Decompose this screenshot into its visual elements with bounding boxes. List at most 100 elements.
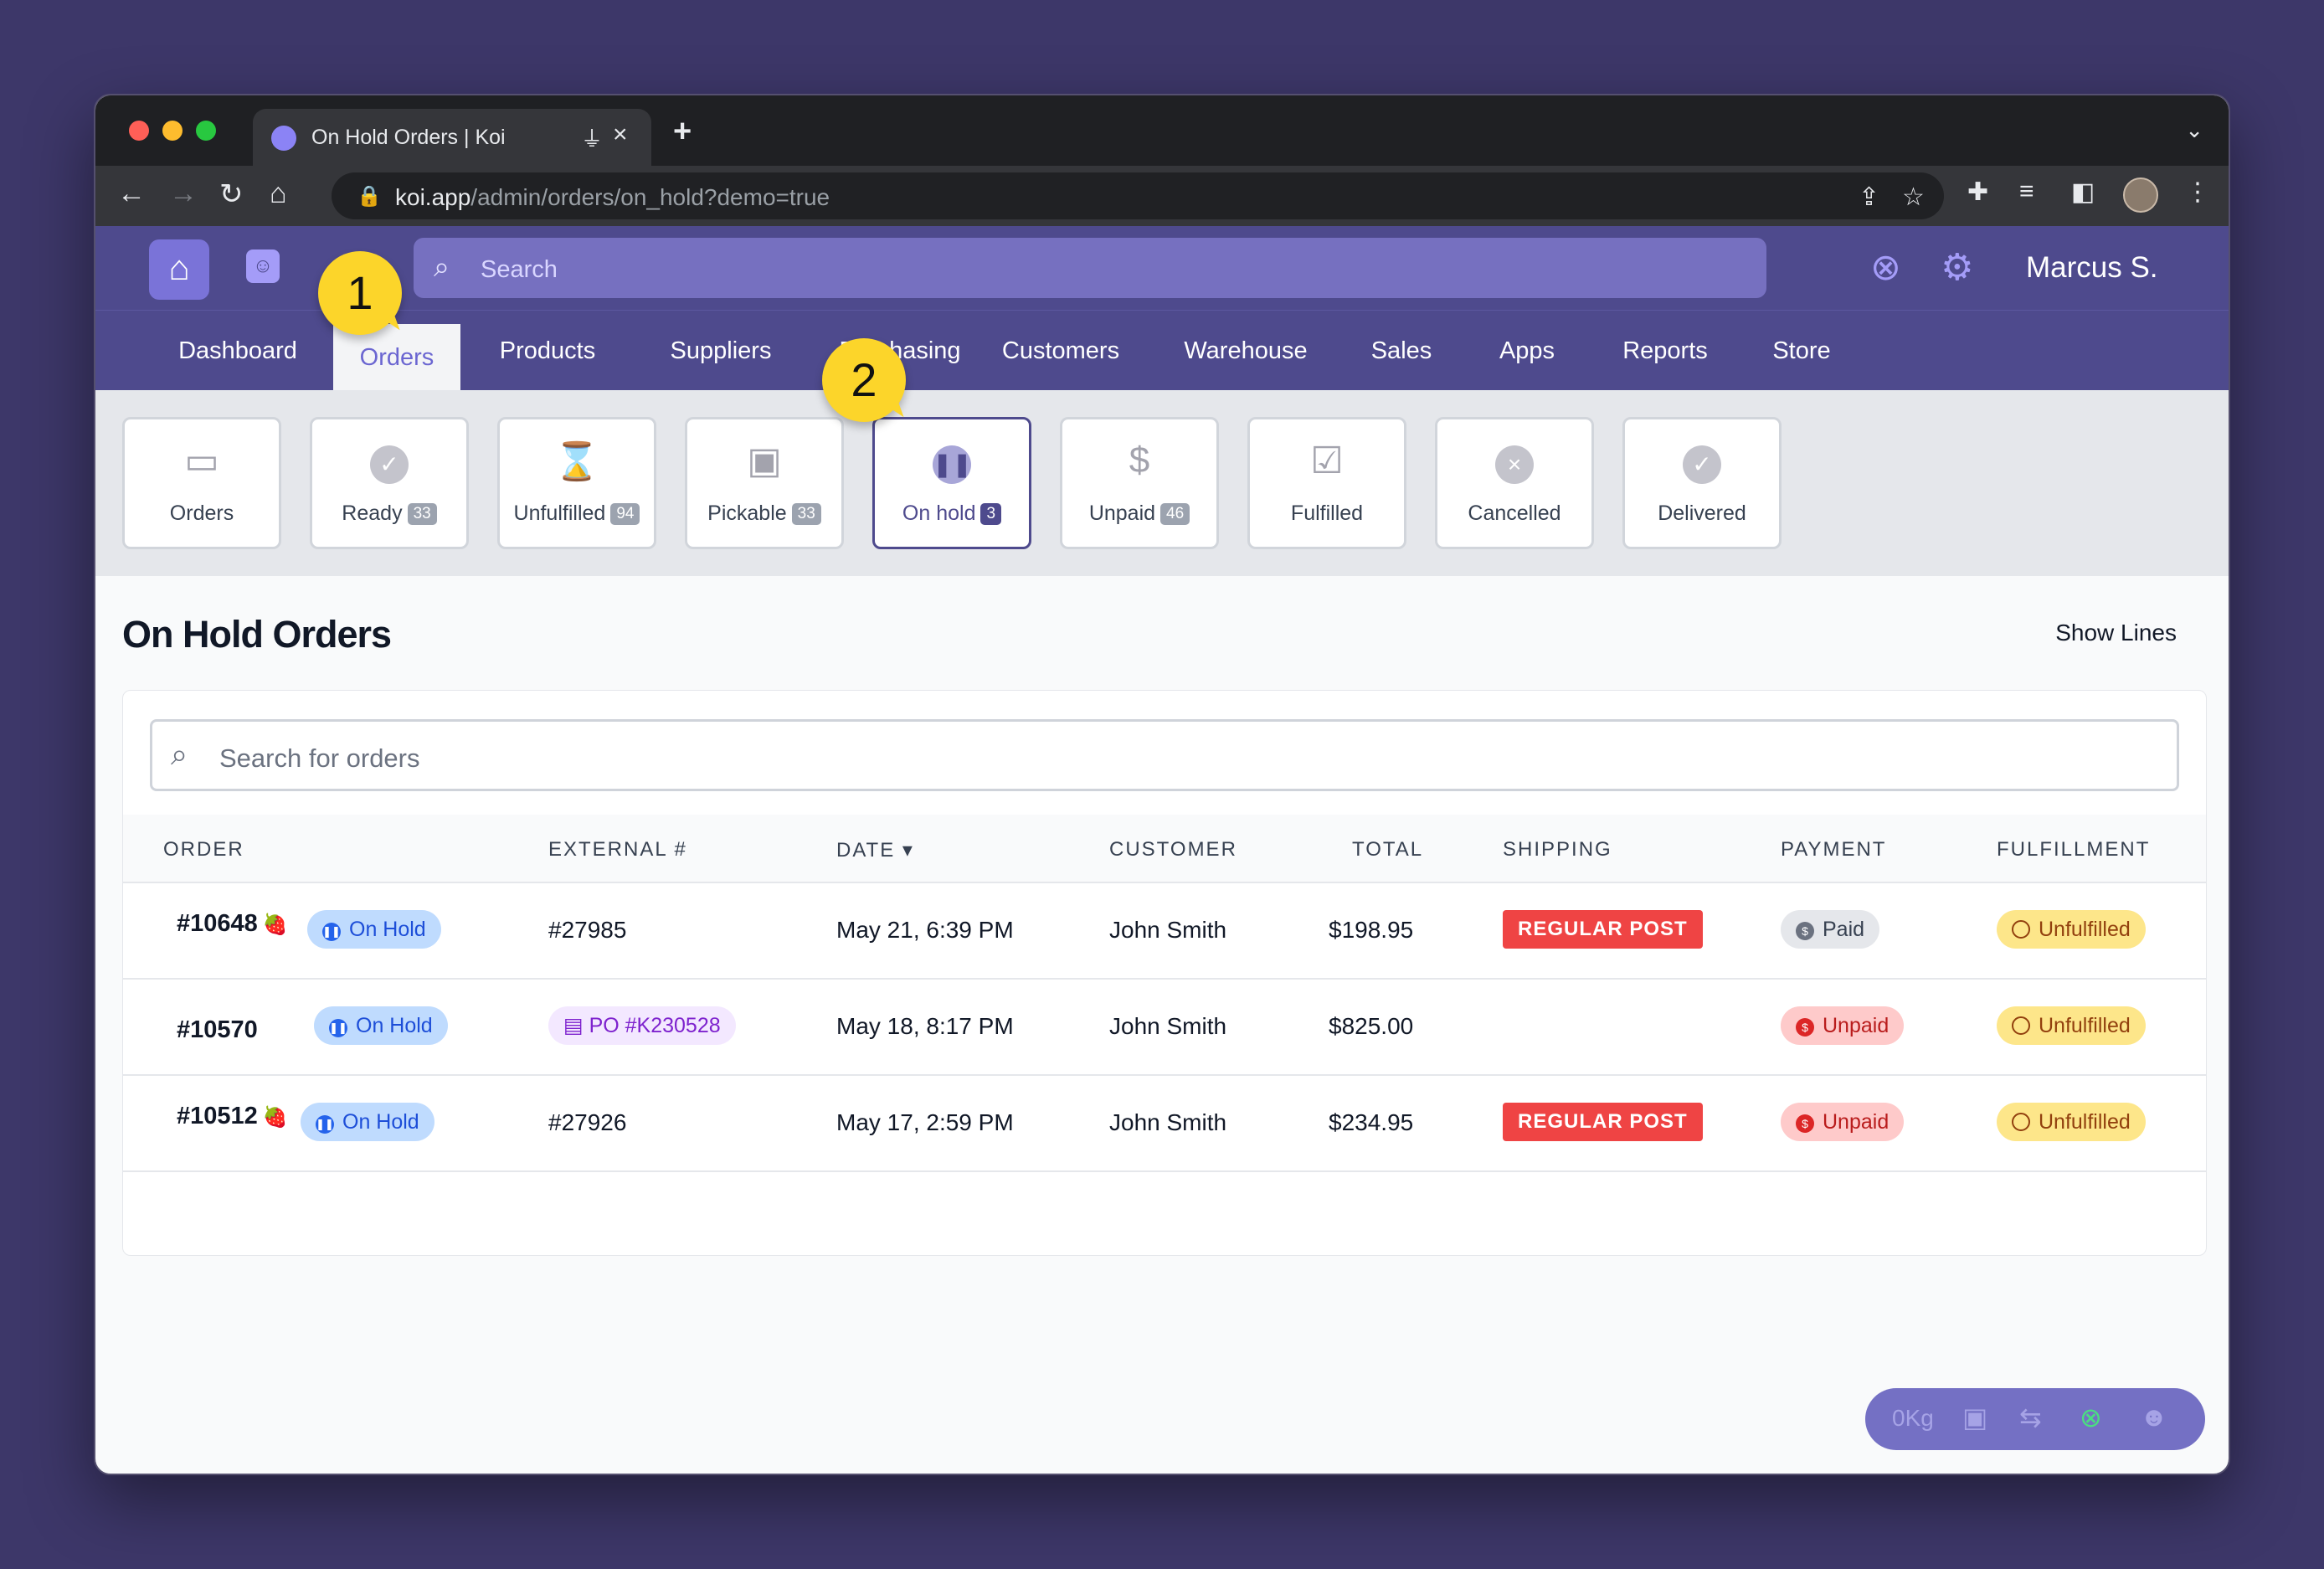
shipping-badge: REGULAR POST — [1503, 910, 1703, 949]
column-total[interactable]: TOTAL — [1352, 838, 1424, 861]
close-window-button[interactable] — [129, 121, 149, 141]
media-icon[interactable]: ≡ — [2019, 177, 2034, 205]
nav-products[interactable]: Products — [499, 337, 596, 364]
filter-card-unfulfilled[interactable]: ⌛ Unfulfilled 94 — [497, 417, 656, 549]
column-customer[interactable]: CUSTOMER — [1109, 838, 1237, 861]
search-icon: ⌕ — [171, 737, 188, 771]
filter-card-on-hold[interactable]: ❚❚ On hold 3 — [872, 417, 1031, 549]
table-row[interactable]: #10648 🍓 ❚❚ On Hold #27985 May 21, 6:39 PM… — [123, 883, 2206, 980]
reload-icon[interactable]: ↻ — [219, 178, 244, 210]
fulfillment-badge: Unfulfilled — [1997, 1103, 2146, 1141]
card-label: Orders — [169, 502, 234, 525]
star-icon[interactable]: ☆ — [1902, 183, 1925, 211]
nav-customers[interactable]: Customers — [1001, 337, 1120, 364]
po-badge[interactable]: ▤ PO #K230528 — [548, 1006, 736, 1045]
filter-card-delivered[interactable]: ✓ Delivered — [1622, 417, 1782, 549]
inbox-icon: ▭ — [184, 440, 219, 481]
nav-suppliers[interactable]: Suppliers — [670, 337, 772, 364]
global-search[interactable]: ⌕ Search — [414, 238, 1766, 298]
nav-store[interactable]: Store — [1772, 337, 1831, 364]
box-check-icon: ☑ — [1310, 440, 1344, 481]
more-icon[interactable]: ⋮ — [2185, 178, 2210, 206]
nav-apps[interactable]: Apps — [1499, 337, 1555, 364]
column-shipping[interactable]: SHIPPING — [1503, 838, 1612, 861]
filter-card-ready[interactable]: ✓ Ready 33 — [310, 417, 469, 549]
order-number[interactable]: #10648 — [177, 910, 258, 937]
dollar-icon: $ — [1796, 922, 1814, 940]
card-label: Cancelled — [1468, 502, 1561, 525]
help-icon[interactable]: ⊗ — [1870, 247, 1901, 288]
sort-down-icon: ▾ — [902, 839, 914, 862]
filter-card-fulfilled[interactable]: ☑ Fulfilled — [1247, 417, 1406, 549]
order-number[interactable]: #10570 — [177, 1016, 258, 1043]
filter-card-pickable[interactable]: ▣ Pickable 33 — [685, 417, 844, 549]
chat-icon[interactable]: ☺ — [246, 249, 280, 283]
minimize-window-button[interactable] — [162, 121, 183, 141]
circle-icon — [2012, 1113, 2030, 1131]
fulfillment-badge: Unfulfilled — [1997, 910, 2146, 949]
home-button[interactable]: ⌂ — [149, 239, 209, 300]
pause-icon: ❚❚ — [322, 923, 341, 941]
back-icon[interactable]: ← — [117, 177, 146, 209]
forward-icon[interactable]: → — [169, 177, 198, 209]
tab-close-icon[interactable]: × — [613, 121, 628, 148]
external-number: #27926 — [548, 1109, 627, 1135]
browser-window: On Hold Orders | Koi ⏚ × + ⌄ ← → ↻ ⌂ 🔒 k… — [94, 94, 2230, 1475]
address-bar[interactable]: 🔒 koi.app/admin/orders/on_hold?demo=true… — [332, 172, 1944, 219]
order-search-input[interactable]: ⌕ Search for orders — [150, 719, 2179, 791]
order-number[interactable]: #10512 — [177, 1103, 258, 1129]
user-name[interactable]: Marcus S. — [2026, 251, 2158, 284]
order-total: $198.95 — [1329, 917, 1414, 943]
filter-card-unpaid[interactable]: $ Unpaid 46 — [1060, 417, 1219, 549]
support-icon[interactable]: ⊗ — [2080, 1402, 2102, 1433]
extensions-icon[interactable]: ✚ — [1967, 178, 1989, 206]
gear-icon[interactable]: ⚙ — [1941, 247, 1974, 288]
tab-strip: On Hold Orders | Koi ⏚ × + ⌄ — [95, 95, 2229, 166]
column-payment[interactable]: PAYMENT — [1781, 838, 1887, 861]
status-badge: ❚❚ On Hold — [301, 1103, 434, 1141]
customer-name[interactable]: John Smith — [1109, 917, 1227, 943]
payment-badge: $ Paid — [1781, 910, 1880, 949]
chevron-down-icon[interactable]: ⌄ — [2185, 117, 2203, 142]
profile-avatar[interactable] — [2123, 177, 2158, 213]
order-total: $234.95 — [1329, 1109, 1414, 1135]
home-icon[interactable]: ⌂ — [270, 177, 287, 209]
nav-warehouse[interactable]: Warehouse — [1184, 337, 1308, 364]
filter-card-cancelled[interactable]: × Cancelled — [1435, 417, 1594, 549]
app-header: ⌂ ☺ ⌕ Search ⊗ ⚙ Marcus S. — [95, 226, 2229, 310]
nav-reports[interactable]: Reports — [1622, 337, 1708, 364]
usb-icon[interactable]: ⇆ — [2019, 1402, 2042, 1433]
pause-icon: ❚❚ — [329, 1019, 347, 1037]
device-status-bar: 0Kg ▣ ⇆ ⊗ ☻ — [1865, 1388, 2205, 1450]
tab-title: On Hold Orders | Koi — [311, 126, 506, 149]
nav-dashboard[interactable]: Dashboard — [178, 337, 297, 364]
column-date[interactable]: DATE ▾ — [836, 839, 914, 862]
filter-card-orders[interactable]: ▭ Orders — [122, 417, 281, 549]
order-total: $825.00 — [1329, 1013, 1414, 1039]
order-date: May 18, 8:17 PM — [836, 1013, 1014, 1039]
column-fulfillment[interactable]: FULFILLMENT — [1997, 838, 2151, 861]
customer-name[interactable]: John Smith — [1109, 1109, 1227, 1135]
robot-icon[interactable]: ☻ — [2140, 1402, 2168, 1432]
search-icon: ⌕ — [434, 251, 450, 283]
scale-icon[interactable]: ▣ — [1962, 1402, 1988, 1433]
column-order[interactable]: ORDER — [163, 838, 244, 861]
check-circle-icon: ✓ — [312, 440, 466, 484]
orders-panel: ⌕ Search for orders ORDER EXTERNAL # DAT… — [122, 690, 2207, 1256]
card-label: Fulfilled — [1290, 502, 1364, 525]
nav-sales[interactable]: Sales — [1370, 337, 1432, 364]
customer-name[interactable]: John Smith — [1109, 1013, 1227, 1039]
maximize-window-button[interactable] — [196, 121, 216, 141]
browser-tab[interactable]: On Hold Orders | Koi ⏚ × — [253, 109, 651, 166]
nav-orders[interactable]: Orders — [333, 324, 460, 391]
scale-weight[interactable]: 0Kg — [1892, 1405, 1934, 1431]
count-badge: 33 — [407, 503, 437, 525]
side-panel-icon[interactable]: ◧ — [2071, 178, 2095, 206]
share-icon[interactable]: ⇪ — [1859, 183, 1880, 211]
table-row[interactable]: #10512 🍓 ❚❚ On Hold #27926 May 17, 2:59 PM… — [123, 1076, 2206, 1172]
new-tab-icon[interactable]: + — [673, 114, 692, 149]
dollar-hand-icon: $ — [1129, 440, 1150, 481]
show-lines-button[interactable]: Show Lines — [2055, 620, 2177, 646]
table-row[interactable]: #10570 ❚❚ On Hold ▤ PO #K230528 May 18, 8… — [123, 980, 2206, 1076]
column-external[interactable]: EXTERNAL # — [548, 838, 687, 861]
